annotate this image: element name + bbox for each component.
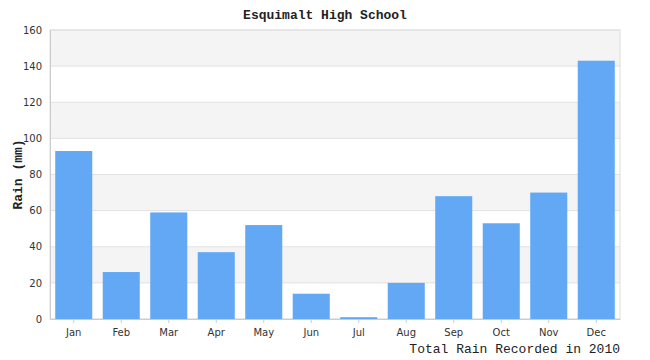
x-tick: Nov <box>539 319 559 338</box>
y-tick-label: 40 <box>29 241 42 252</box>
bar <box>388 283 425 319</box>
bar <box>150 212 187 319</box>
x-tick: May <box>253 319 274 338</box>
x-tick: Apr <box>208 319 226 338</box>
bar <box>578 61 615 319</box>
x-tick: Jul <box>352 319 365 338</box>
y-tick: 60 <box>29 205 50 216</box>
x-tick: Mar <box>159 319 179 338</box>
x-tick: Jan <box>65 319 81 338</box>
x-tick-label: May <box>253 327 274 338</box>
x-tick-mark <box>121 319 122 323</box>
x-tick-mark <box>311 319 312 323</box>
bars <box>55 61 615 319</box>
x-tick-mark <box>263 319 264 323</box>
plot-frame <box>50 30 620 319</box>
grid <box>50 30 620 319</box>
x-tick-label: Jan <box>65 327 81 338</box>
x-axis-title: Total Rain Recorded in 2010 <box>409 342 620 357</box>
x-tick-mark <box>216 319 217 323</box>
x-tick-label: Jun <box>302 327 319 338</box>
x-tick-label: Feb <box>112 327 130 338</box>
x-tick: Feb <box>112 319 130 338</box>
y-tick-label: 120 <box>23 97 42 108</box>
y-tick: 0 <box>36 314 50 325</box>
y-axis-title: Rain (mm) <box>11 139 26 209</box>
y-tick: 160 <box>23 25 50 36</box>
y-tick-label: 20 <box>29 278 42 289</box>
x-tick-mark <box>548 319 549 323</box>
y-tick-label: 160 <box>23 25 42 36</box>
y-tick-label: 140 <box>23 61 42 72</box>
grid-band <box>50 30 620 66</box>
grid-band <box>50 138 620 174</box>
title: Esquimalt High School <box>243 8 407 23</box>
x-tick-mark <box>406 319 407 323</box>
x-tick: Sep <box>444 319 463 338</box>
y-tick-label: 0 <box>36 314 42 325</box>
grid-line <box>50 102 620 103</box>
x-tick-label: Mar <box>159 327 179 338</box>
x-tick-mark <box>358 319 359 323</box>
bar <box>103 272 140 319</box>
bar <box>55 151 92 319</box>
grid-line <box>50 174 620 175</box>
bar <box>530 193 567 319</box>
x-axis: Jan Feb Mar Apr May Jun Jul Aug Sep Oct Nov Dec <box>51 319 621 338</box>
x-tick-label: Jul <box>352 327 365 338</box>
x-tick-mark <box>73 319 74 323</box>
bar <box>483 223 520 319</box>
x-tick: Aug <box>396 319 416 338</box>
x-axis-line <box>51 319 621 320</box>
x-tick: Dec <box>587 319 606 338</box>
y-tick: 40 <box>29 241 50 252</box>
x-tick-label: Aug <box>396 327 416 338</box>
grid-band <box>50 66 620 102</box>
y-axis: 0 20 40 60 80 100 120 140 160 <box>23 25 51 325</box>
bar <box>245 225 282 319</box>
x-tick-mark <box>453 319 454 323</box>
y-tick: 120 <box>23 97 50 108</box>
bar <box>435 196 472 319</box>
y-tick: 100 <box>23 133 50 144</box>
x-tick-label: Oct <box>493 327 510 338</box>
grid-band <box>50 102 620 138</box>
y-tick: 80 <box>29 169 50 180</box>
grid-line <box>50 66 620 67</box>
chart: 020406080100120140160JanFebMarAprMayJunJ… <box>0 0 650 360</box>
y-tick: 140 <box>23 61 50 72</box>
x-tick-label: Apr <box>208 327 226 338</box>
x-tick-label: Sep <box>444 327 463 338</box>
y-tick: 20 <box>29 278 50 289</box>
x-tick-label: Nov <box>539 327 559 338</box>
x-tick-label: Dec <box>587 327 606 338</box>
y-axis-line <box>50 31 51 320</box>
grid-line <box>50 138 620 139</box>
bar <box>340 317 377 319</box>
bar <box>293 294 330 319</box>
x-tick-mark <box>501 319 502 323</box>
y-tick-label: 80 <box>29 169 42 180</box>
x-tick: Jun <box>302 319 319 338</box>
x-tick-mark <box>168 319 169 323</box>
plot: 020406080100120140160JanFebMarAprMayJunJ… <box>23 25 621 338</box>
x-tick: Oct <box>493 319 510 338</box>
bar <box>198 252 235 319</box>
x-tick-mark <box>596 319 597 323</box>
y-tick-label: 60 <box>29 205 42 216</box>
